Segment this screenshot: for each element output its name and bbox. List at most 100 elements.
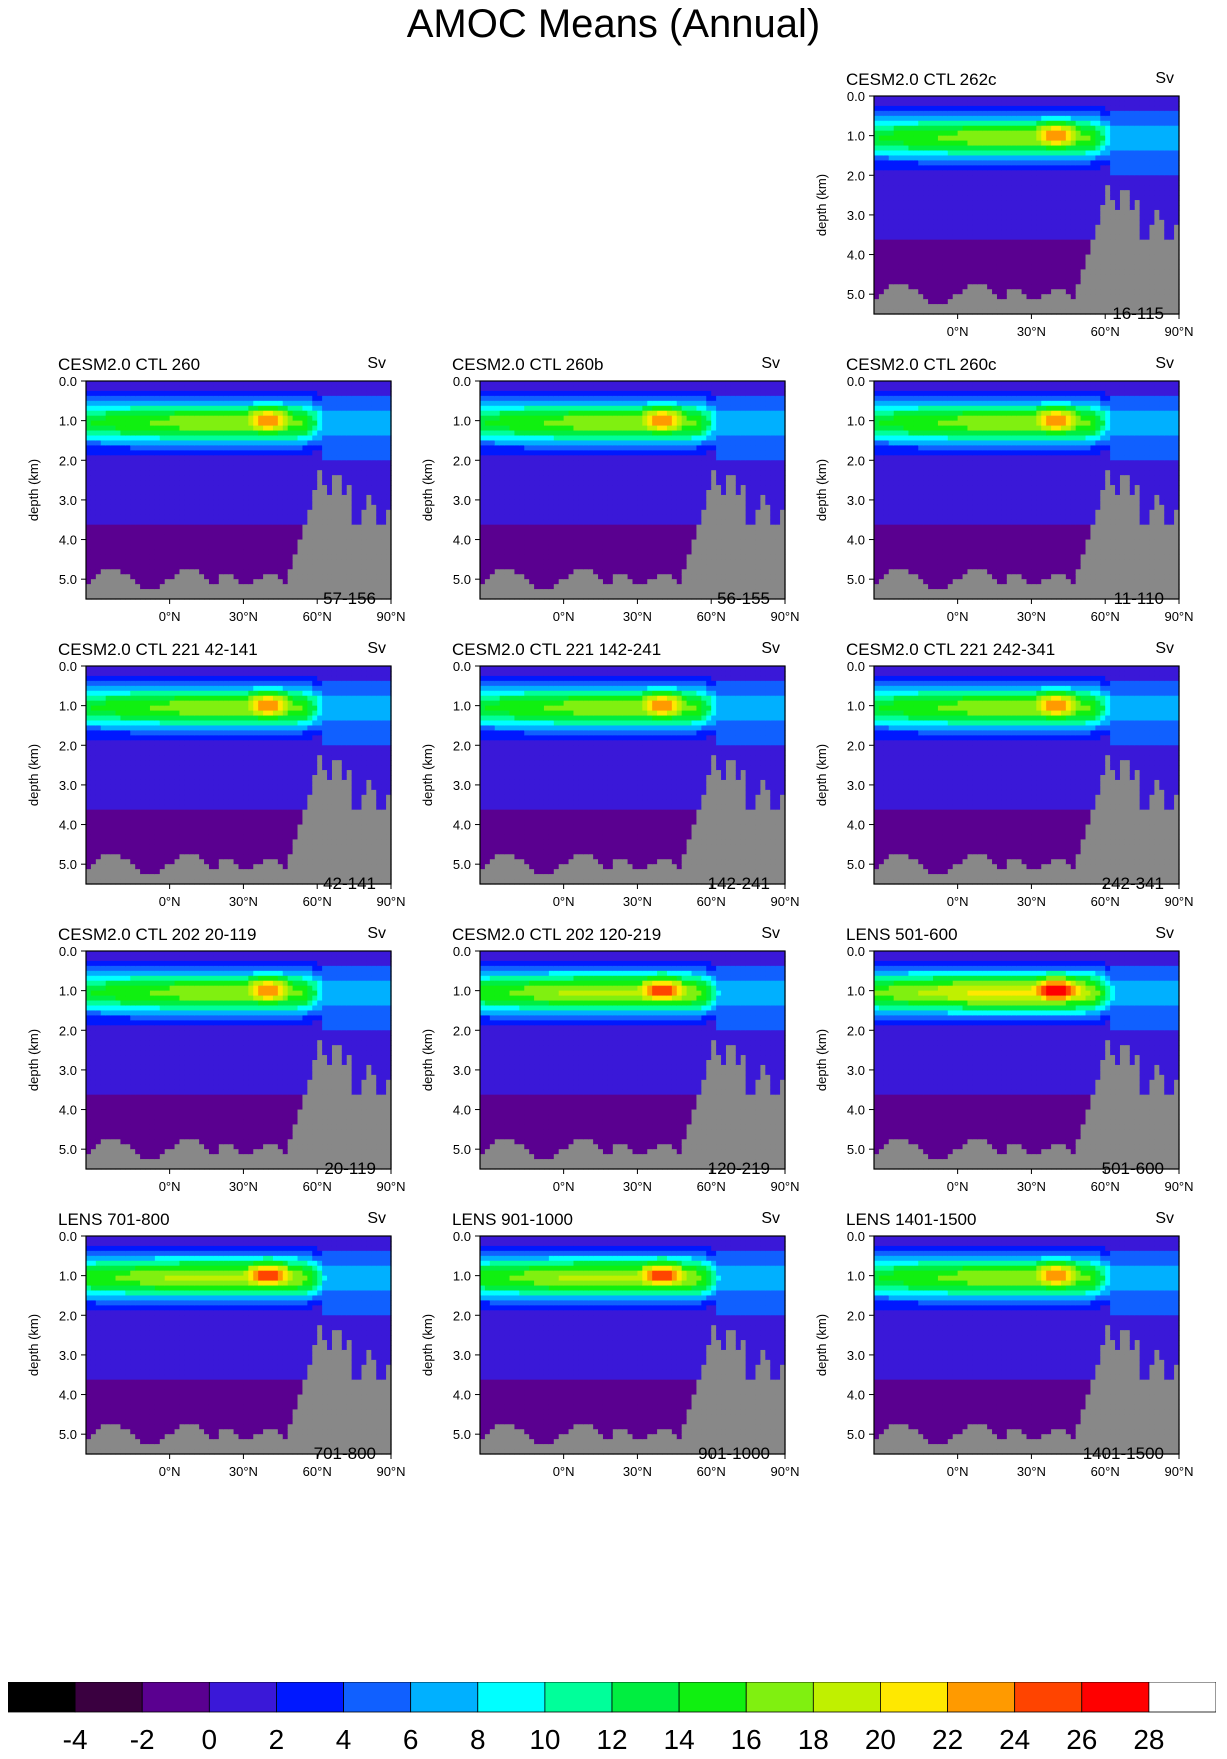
field-cell <box>282 395 289 402</box>
field-cell <box>159 509 166 516</box>
field-cell <box>1174 224 1180 231</box>
field-cell <box>967 115 973 122</box>
field-cell <box>130 475 136 481</box>
field-cell <box>86 499 92 506</box>
field-cell <box>977 219 983 226</box>
field-cell <box>95 534 102 541</box>
field-cell <box>908 309 914 315</box>
field-cell <box>1139 274 1146 280</box>
field-cell <box>243 579 249 585</box>
field-cell <box>928 100 934 107</box>
field-cell <box>1129 209 1136 216</box>
field-cell <box>878 170 885 176</box>
field-cell <box>1159 115 1165 122</box>
field-cell <box>86 460 92 466</box>
field-cell <box>110 594 117 600</box>
field-cell <box>1031 170 1037 176</box>
field-cell <box>179 480 185 486</box>
field-cell <box>1134 140 1141 147</box>
field-cell <box>110 529 117 536</box>
field-cell <box>149 480 156 486</box>
field-cell <box>1129 100 1136 107</box>
field-cell <box>898 115 905 122</box>
field-cell <box>967 289 973 295</box>
field-cell <box>972 209 978 216</box>
field-cell <box>1031 284 1037 290</box>
field-cell <box>1016 200 1023 206</box>
field-cell <box>238 475 245 481</box>
field-cell <box>1144 229 1151 236</box>
field-cell <box>287 574 294 580</box>
field-cell <box>159 569 166 575</box>
field-cell <box>1105 219 1111 226</box>
field-cell <box>164 430 171 437</box>
field-cell <box>145 450 151 456</box>
field-cell <box>1154 140 1160 147</box>
field-cell <box>312 554 318 560</box>
field-cell <box>1041 130 1047 137</box>
field-cell <box>140 455 146 461</box>
field-cell <box>1011 115 1018 122</box>
field-cell <box>1080 125 1087 132</box>
field-cell <box>317 549 323 555</box>
field-cell <box>282 420 289 427</box>
field-cell <box>933 125 939 132</box>
field-cell <box>913 289 919 295</box>
field-cell <box>1070 200 1077 206</box>
field-cell <box>105 435 112 442</box>
field-cell <box>317 475 323 481</box>
field-cell <box>1011 130 1018 137</box>
field-cell <box>312 470 318 476</box>
field-cell <box>302 390 308 397</box>
field-cell <box>1154 165 1160 171</box>
field-cell <box>874 180 880 186</box>
field-cell <box>1115 219 1121 226</box>
field-cell <box>893 190 900 196</box>
field-cell <box>179 519 185 526</box>
field-cell <box>1110 170 1116 176</box>
field-cell <box>952 175 959 181</box>
field-cell <box>918 264 924 270</box>
field-cell <box>120 559 126 565</box>
field-cell <box>317 574 323 580</box>
field-cell <box>90 514 97 521</box>
field-cell <box>1031 214 1037 221</box>
field-cell <box>149 554 156 560</box>
field-cell <box>223 564 230 570</box>
field-cell <box>228 529 235 536</box>
field-cell <box>199 460 205 466</box>
field-cell <box>972 110 978 117</box>
field-cell <box>918 155 924 161</box>
field-cell <box>942 110 949 117</box>
field-cell <box>1169 209 1175 216</box>
field-cell <box>282 455 289 461</box>
field-cell <box>1011 244 1018 251</box>
field-cell <box>218 564 225 570</box>
field-cell <box>883 279 890 285</box>
field-cell <box>1080 120 1087 127</box>
field-cell <box>996 120 1003 127</box>
field-cell <box>164 450 171 456</box>
field-cell <box>1070 105 1077 112</box>
field-cell <box>154 509 161 516</box>
field-cell <box>277 589 284 595</box>
field-cell <box>933 279 939 285</box>
field-cell <box>1021 284 1028 290</box>
field-cell <box>1075 309 1082 315</box>
field-cell <box>918 294 924 300</box>
field-cell <box>1016 254 1023 261</box>
field-cell <box>115 594 122 600</box>
field-cell <box>149 514 156 521</box>
field-cell <box>184 475 190 481</box>
field-cell <box>1144 160 1151 166</box>
field-cell <box>268 584 274 590</box>
field-cell <box>263 420 269 427</box>
field-cell <box>967 170 973 176</box>
field-cell <box>903 180 910 186</box>
field-cell <box>1119 264 1126 270</box>
field-cell <box>120 480 126 486</box>
field-cell <box>1169 155 1175 161</box>
field-cell <box>218 381 225 387</box>
field-cell <box>1031 175 1037 181</box>
